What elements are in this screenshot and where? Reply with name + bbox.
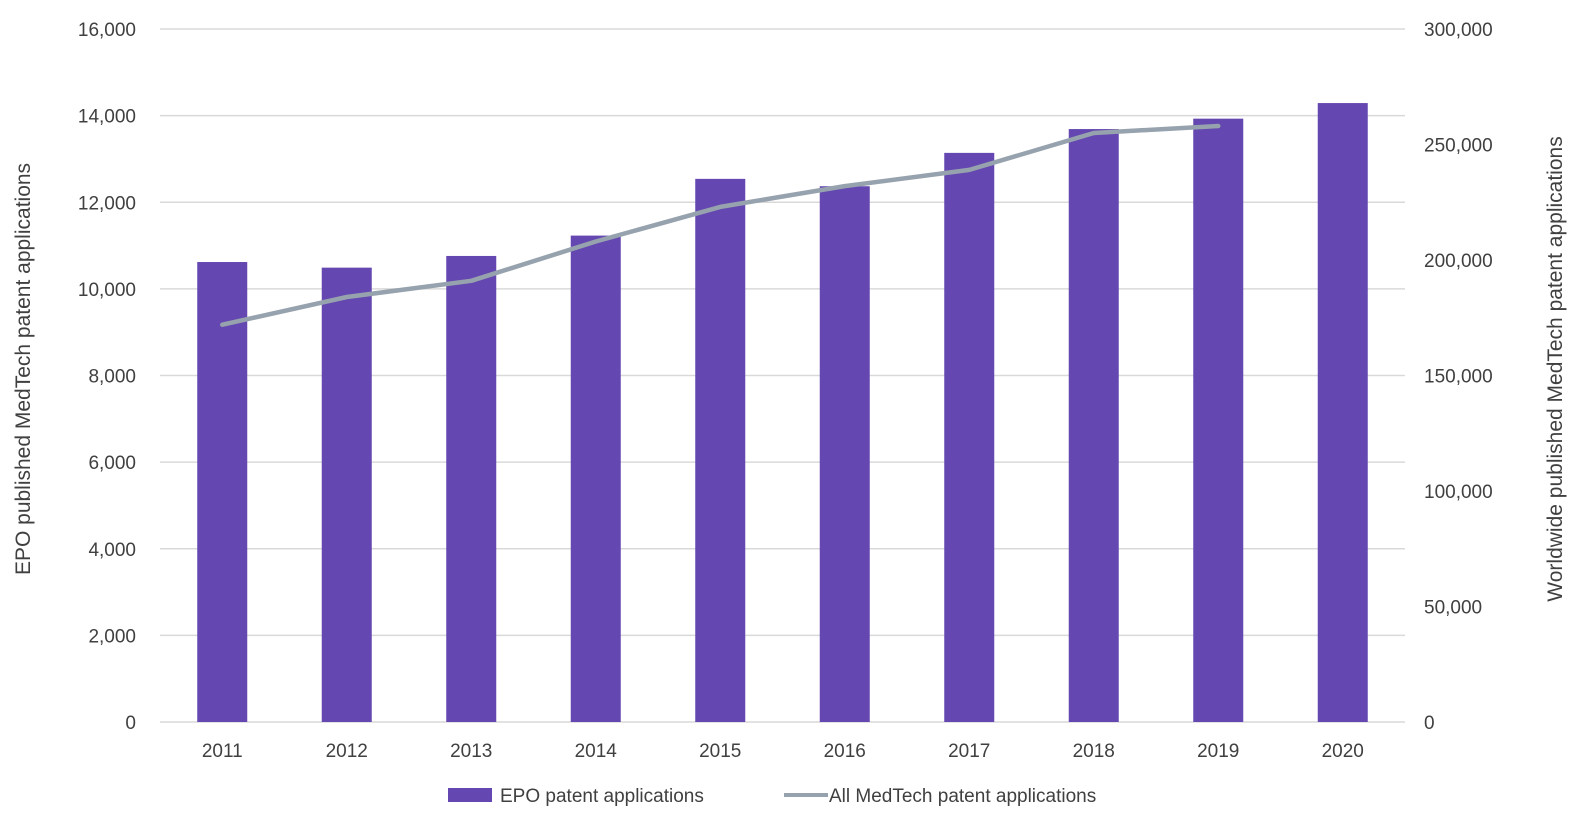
bar-2017 — [944, 152, 995, 722]
x-tick-label: 2014 — [575, 741, 618, 762]
x-axis-ticks: 2011 2012 2013 2014 2015 2016 2017 2018 2019 2020 — [202, 741, 1364, 762]
y2-tick-label: 200,000 — [1424, 251, 1493, 272]
y2-tick-label: 300,000 — [1424, 20, 1493, 41]
legend: EPO patent applications All MedTech pate… — [448, 786, 1096, 807]
line-series — [220, 123, 1221, 327]
left-axis-ticks: 0 2,000 4,000 6,000 8,000 10,000 12,000 14,000 1… — [78, 20, 136, 734]
y-tick-label: 6,000 — [88, 453, 136, 474]
x-tick-label: 2018 — [1073, 741, 1115, 762]
bar-2018 — [1068, 129, 1119, 722]
y-tick-label: 12,000 — [78, 193, 136, 214]
y-tick-label: 14,000 — [78, 107, 136, 128]
x-tick-label: 2020 — [1322, 741, 1364, 762]
y-tick-label: 8,000 — [88, 367, 136, 388]
x-tick-label: 2015 — [699, 741, 741, 762]
x-tick-label: 2012 — [326, 741, 368, 762]
y-tick-label: 0 — [125, 713, 136, 734]
legend-label-medtech: All MedTech patent applications — [829, 786, 1096, 807]
x-tick-label: 2013 — [450, 741, 492, 762]
right-axis-ticks: 0 50,000 100,000 150,000 200,000 250,000 300,0… — [1424, 20, 1493, 734]
bar-2012 — [321, 267, 372, 722]
y2-tick-label: 250,000 — [1424, 136, 1493, 157]
x-tick-label: 2017 — [948, 741, 990, 762]
y-tick-label: 2,000 — [88, 626, 136, 647]
y2-tick-label: 150,000 — [1424, 367, 1493, 388]
line-all-medtech — [220, 123, 1221, 327]
x-tick-label: 2011 — [202, 741, 243, 762]
y2-tick-label: 100,000 — [1424, 482, 1493, 503]
x-tick-label: 2019 — [1197, 741, 1239, 762]
bar-series — [197, 103, 1368, 723]
bar-2014 — [570, 235, 621, 722]
bar-2011 — [197, 262, 248, 722]
bar-2015 — [695, 178, 746, 722]
bar-2016 — [819, 186, 870, 723]
y-tick-label: 10,000 — [78, 280, 136, 301]
legend-label-epo: EPO patent applications — [500, 786, 704, 807]
left-axis-title: EPO published MedTech patent application… — [12, 163, 35, 575]
axes: 0 2,000 4,000 6,000 8,000 10,000 12,000 14,000 1… — [12, 20, 1567, 762]
legend-swatch-epo — [448, 788, 492, 802]
x-tick-label: 2016 — [824, 741, 866, 762]
y-tick-label: 16,000 — [78, 20, 136, 41]
y2-tick-label: 0 — [1424, 713, 1435, 734]
bar-2019 — [1193, 118, 1244, 723]
bar-2020 — [1317, 103, 1368, 722]
right-axis-title: Worldwide published MedTech patent appli… — [1544, 136, 1567, 601]
bar-2013 — [446, 255, 497, 722]
y-tick-label: 4,000 — [88, 540, 136, 561]
y2-tick-label: 50,000 — [1424, 598, 1482, 619]
